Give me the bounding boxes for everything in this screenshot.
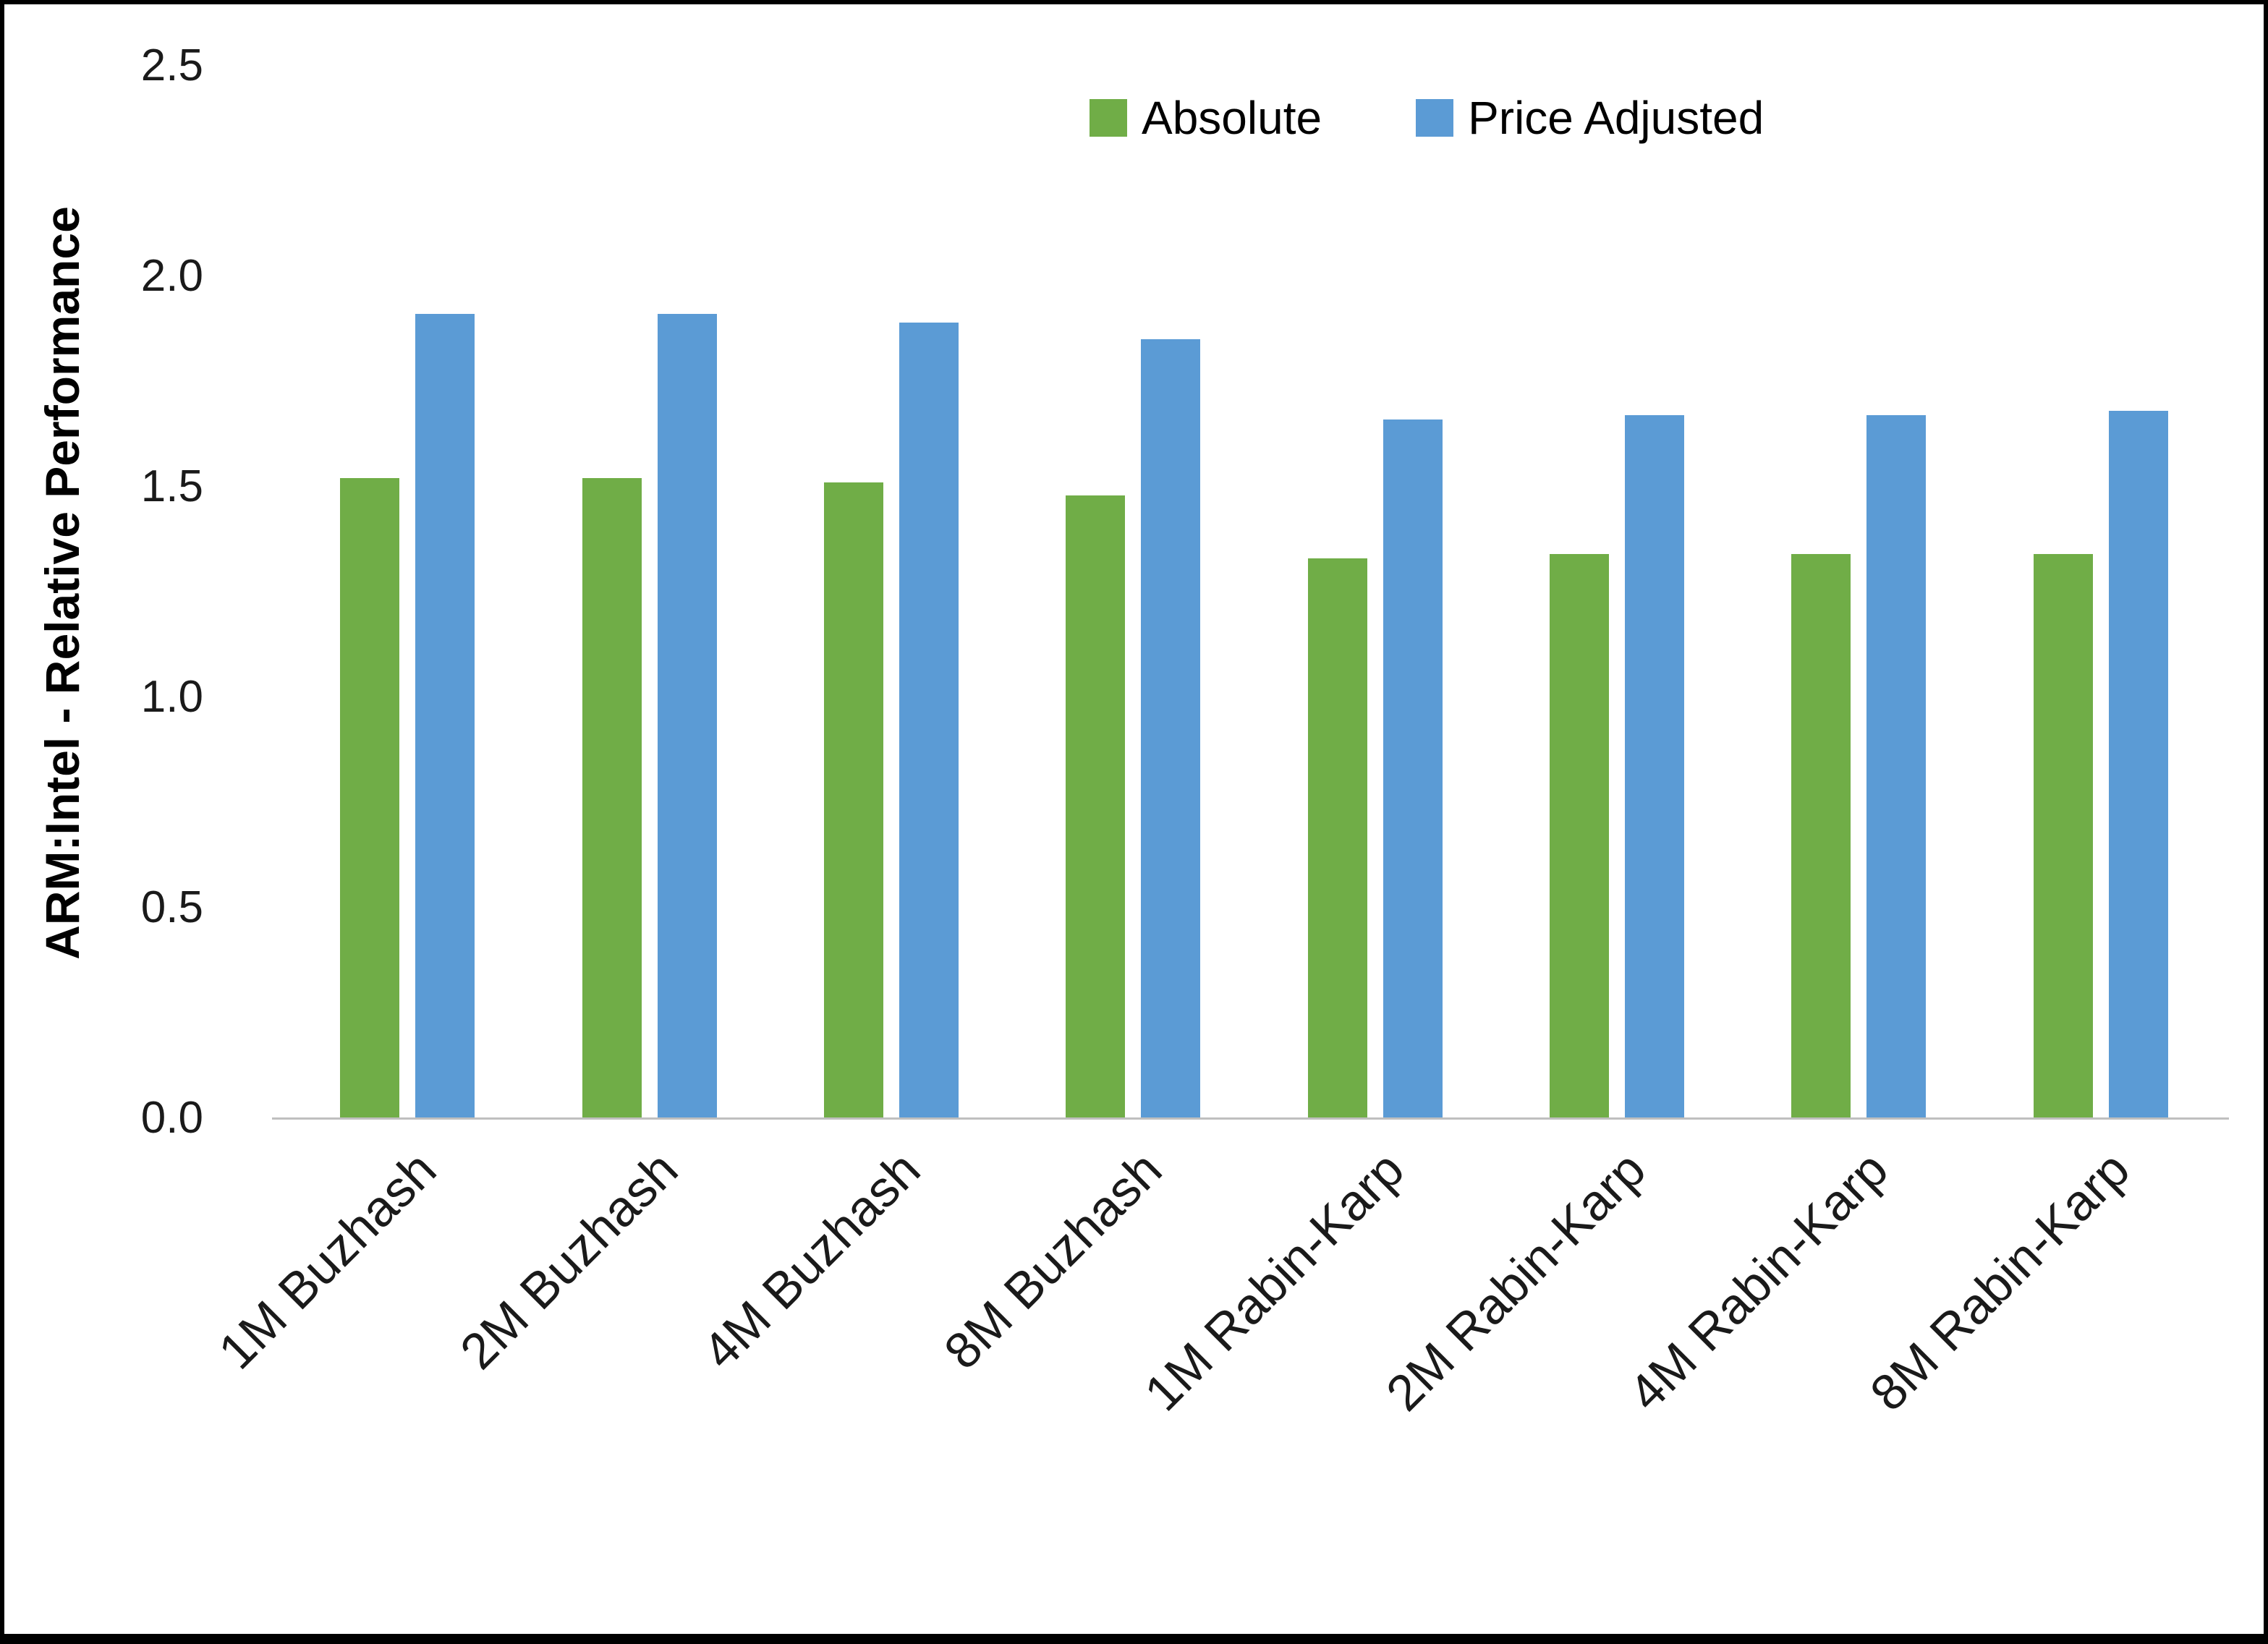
bar-absolute <box>1307 558 1367 1118</box>
bar-group <box>1066 66 1201 1118</box>
bar-absolute <box>1066 495 1126 1118</box>
bar-absolute <box>340 478 400 1118</box>
bar-price-adjusted <box>899 323 959 1118</box>
bars-container <box>286 66 2222 1118</box>
price-adjusted-legend-swatch <box>1416 99 1454 137</box>
bar-price-adjusted <box>1141 339 1201 1118</box>
bar-absolute <box>1550 554 1610 1118</box>
bar-group <box>340 66 475 1118</box>
legend-item-absolute: Absolute <box>1090 91 1322 145</box>
bar-price-adjusted <box>657 314 717 1118</box>
price-adjusted-legend-label: Price Adjusted <box>1468 92 1764 144</box>
y-tick-label: 0.5 <box>140 882 203 932</box>
legend-item-price-adjusted: Price Adjusted <box>1416 91 1764 145</box>
x-axis-label: 8M Rabin-Karp <box>1859 1141 2141 1422</box>
bar-price-adjusted <box>1866 415 1927 1118</box>
bar-price-adjusted <box>1625 415 1685 1118</box>
bar-group <box>1791 66 1927 1118</box>
bar-price-adjusted <box>415 314 475 1118</box>
bar-absolute <box>823 482 883 1118</box>
x-axis-label: 1M Buzhash <box>208 1141 447 1380</box>
bar-group <box>823 66 959 1118</box>
absolute-legend-swatch <box>1090 99 1127 137</box>
bar-group <box>1307 66 1443 1118</box>
x-axis-label: 4M Rabin-Karp <box>1617 1141 1898 1422</box>
y-tick-label: 1.0 <box>140 672 203 722</box>
y-tick-label: 1.5 <box>140 461 203 511</box>
y-axis-title: ARM:Intel - Relative Performance <box>35 206 89 960</box>
y-tick-label: 2.0 <box>140 251 203 301</box>
x-axis-label: 1M Rabin-Karp <box>1134 1141 1415 1422</box>
bar-absolute <box>1791 554 1851 1118</box>
y-axis-ticks: 0.0 0.5 1.0 1.5 2.0 2.5 <box>84 43 203 1141</box>
absolute-legend-label: Absolute <box>1142 92 1322 144</box>
x-axis-line <box>272 1117 2229 1120</box>
legend: Absolute Price Adjusted <box>1090 91 1764 145</box>
y-tick-label: 2.5 <box>140 41 203 90</box>
bar-price-adjusted <box>2108 411 2168 1118</box>
bar-absolute <box>582 478 642 1118</box>
x-axis-label: 8M Buzhash <box>933 1141 1173 1380</box>
bar-group <box>2033 66 2168 1118</box>
bar-price-adjusted <box>1383 419 1443 1118</box>
bar-group <box>582 66 717 1118</box>
bar-group <box>1550 66 1685 1118</box>
x-axis-labels: 1M Buzhash 2M Buzhash 4M Buzhash 8M Buzhash… <box>208 1141 2222 1546</box>
x-axis-label: 2M Buzhash <box>449 1141 689 1380</box>
plot-area <box>272 66 2229 1120</box>
y-tick-label: 0.0 <box>140 1093 203 1143</box>
bar-absolute <box>2033 554 2093 1118</box>
x-axis-label: 4M Buzhash <box>692 1141 931 1380</box>
x-axis-label: 2M Rabin-Karp <box>1375 1141 1657 1422</box>
